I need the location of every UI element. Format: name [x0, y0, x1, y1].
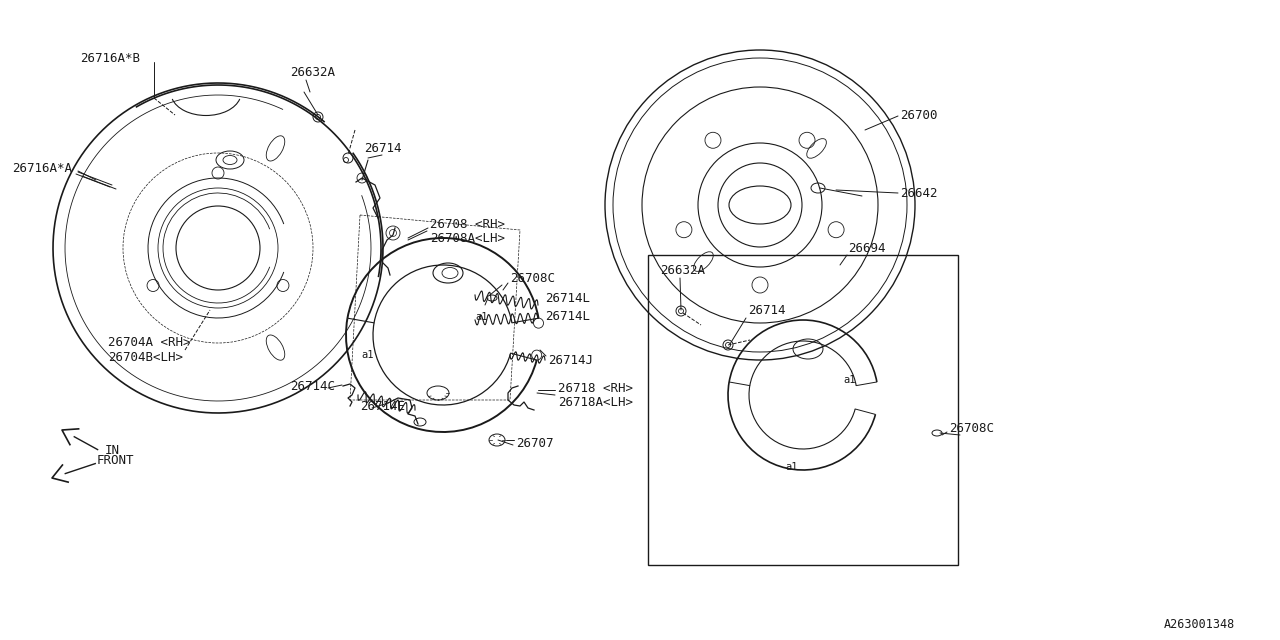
Text: a1: a1: [844, 375, 855, 385]
Text: 26718 <RH>: 26718 <RH>: [558, 381, 634, 394]
Text: a1: a1: [785, 462, 797, 472]
Text: 26708 <RH>: 26708 <RH>: [430, 218, 506, 230]
Text: 26704A <RH>: 26704A <RH>: [108, 335, 191, 349]
Text: 26714: 26714: [364, 141, 402, 154]
Text: 26707: 26707: [516, 436, 553, 449]
Text: IN: IN: [105, 444, 120, 456]
Text: 26716A*B: 26716A*B: [79, 51, 140, 65]
Text: 26700: 26700: [900, 109, 937, 122]
Text: 26694: 26694: [849, 241, 886, 255]
Text: 26632A: 26632A: [291, 65, 335, 79]
Text: 26714: 26714: [748, 303, 786, 317]
Text: 26714J: 26714J: [548, 353, 593, 367]
Text: 26708A<LH>: 26708A<LH>: [430, 232, 506, 244]
Text: 26632A: 26632A: [660, 264, 705, 276]
Text: FRONT: FRONT: [97, 454, 134, 467]
Text: a1: a1: [475, 312, 488, 322]
Text: 26642: 26642: [900, 186, 937, 200]
Text: 26708C: 26708C: [509, 271, 556, 285]
Text: 26708C: 26708C: [948, 422, 995, 435]
Bar: [648, 255, 957, 565]
Text: 26716A*A: 26716A*A: [12, 161, 72, 175]
Text: 26714L: 26714L: [545, 310, 590, 323]
Text: 26718A<LH>: 26718A<LH>: [558, 396, 634, 408]
Text: 26714L: 26714L: [545, 291, 590, 305]
Text: A263001348: A263001348: [1164, 618, 1235, 632]
Text: 26704B<LH>: 26704B<LH>: [108, 351, 183, 364]
Text: 26714C: 26714C: [291, 380, 335, 392]
Text: a1: a1: [361, 350, 374, 360]
Text: 26714E: 26714E: [360, 399, 404, 413]
